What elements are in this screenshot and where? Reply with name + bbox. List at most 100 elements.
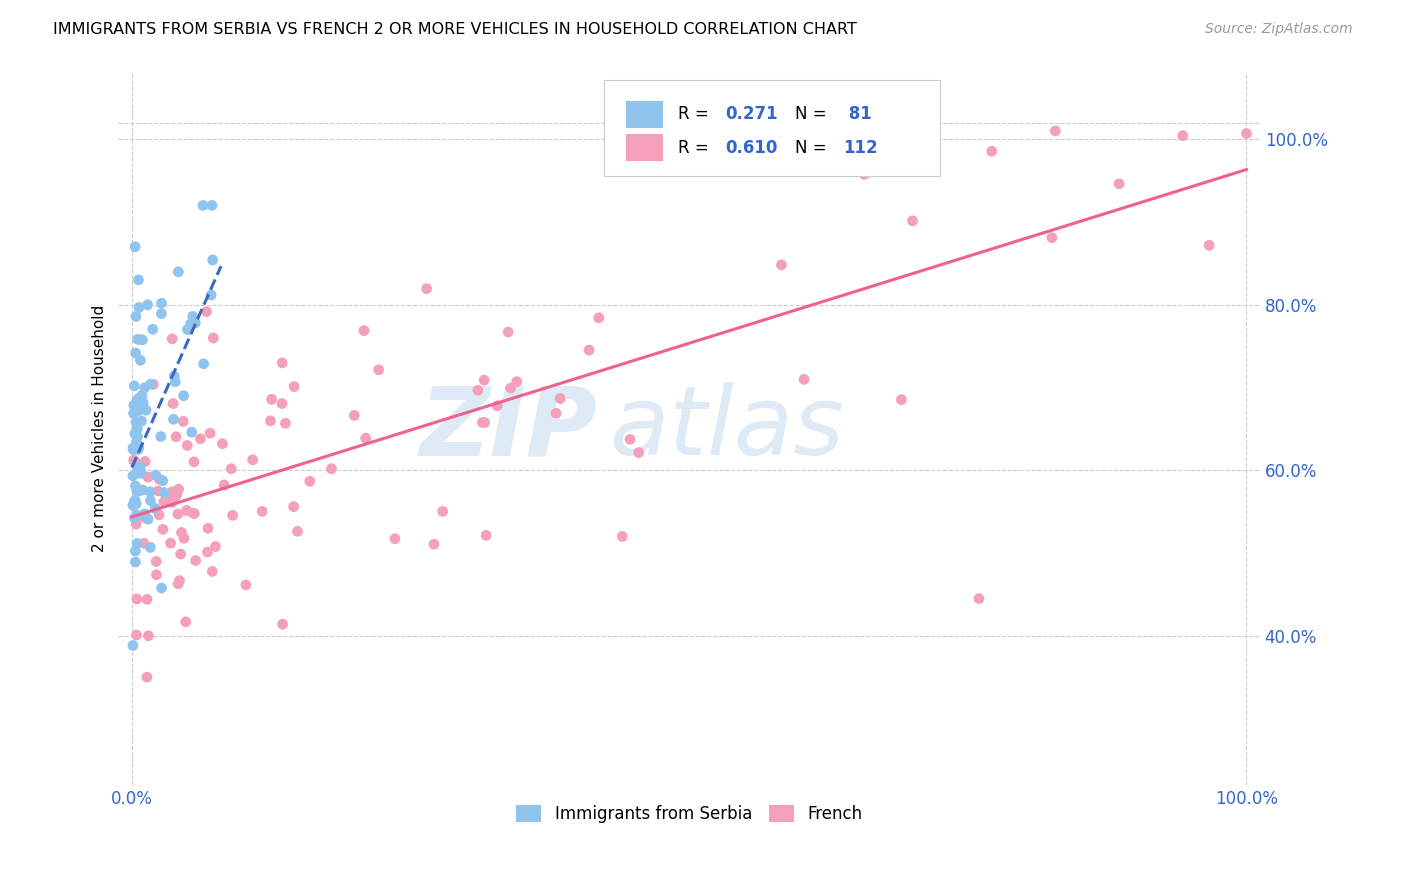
Point <box>343 409 366 423</box>
Point <box>128 391 150 405</box>
Text: R =: R = <box>678 139 714 157</box>
FancyBboxPatch shape <box>627 101 662 128</box>
Point <box>486 399 509 413</box>
Point <box>271 396 294 410</box>
Point <box>967 591 990 606</box>
Point <box>353 324 375 338</box>
Point <box>793 372 815 386</box>
Point <box>588 310 610 325</box>
Point <box>150 296 173 310</box>
Point <box>134 381 156 395</box>
Point <box>127 442 149 457</box>
Point <box>235 578 257 592</box>
Point <box>128 483 150 498</box>
Point <box>384 532 406 546</box>
Point <box>150 307 173 321</box>
Text: atlas: atlas <box>609 383 844 475</box>
Point <box>173 531 195 545</box>
Point <box>136 298 159 312</box>
Point <box>176 322 198 336</box>
Point <box>124 454 146 468</box>
Point <box>283 379 305 393</box>
Point <box>1040 230 1063 244</box>
Point <box>197 545 219 559</box>
Point <box>170 525 193 540</box>
Point <box>122 453 145 467</box>
Point <box>160 484 183 499</box>
Point <box>129 467 152 481</box>
Point <box>125 393 148 408</box>
Point <box>131 400 153 414</box>
Point <box>190 432 212 446</box>
Point <box>183 455 205 469</box>
Point <box>153 494 176 508</box>
Point <box>354 431 377 445</box>
Point <box>212 478 235 492</box>
Point <box>219 462 242 476</box>
Point <box>125 536 148 550</box>
Point <box>122 442 145 457</box>
Point <box>181 506 204 520</box>
Y-axis label: 2 or more Vehicles in Household: 2 or more Vehicles in Household <box>93 305 107 552</box>
Point <box>148 472 170 486</box>
Point <box>202 331 225 345</box>
Point <box>474 416 496 430</box>
Point <box>770 258 793 272</box>
Point <box>125 421 148 435</box>
Point <box>193 357 215 371</box>
Point <box>184 316 207 330</box>
Point <box>198 426 221 441</box>
Point <box>129 459 152 474</box>
Point <box>122 441 145 455</box>
Point <box>467 384 489 398</box>
Point <box>789 164 811 178</box>
Point <box>160 495 183 509</box>
Point <box>167 265 190 279</box>
Point <box>499 381 522 395</box>
Point <box>890 392 912 407</box>
Point <box>134 454 156 468</box>
Point <box>139 377 162 392</box>
Point <box>131 483 153 497</box>
Point <box>134 510 156 524</box>
Point <box>221 508 243 523</box>
Point <box>298 474 321 488</box>
Point <box>124 511 146 525</box>
Point <box>505 375 527 389</box>
Point <box>125 483 148 498</box>
Point <box>156 493 179 508</box>
Point <box>127 404 149 418</box>
Point <box>122 468 145 483</box>
Point <box>148 508 170 522</box>
Point <box>146 483 169 498</box>
Point <box>122 499 145 513</box>
Point <box>548 392 571 406</box>
Point <box>125 435 148 450</box>
Text: R =: R = <box>678 105 714 123</box>
Point <box>136 592 159 607</box>
Point <box>145 567 167 582</box>
Point <box>204 540 226 554</box>
Point <box>183 507 205 521</box>
Point <box>578 343 600 358</box>
Point <box>201 198 224 212</box>
Point <box>128 440 150 454</box>
Point <box>197 521 219 535</box>
Point <box>242 452 264 467</box>
Point <box>152 522 174 536</box>
Point <box>125 628 148 642</box>
Point <box>163 369 186 384</box>
Point <box>122 407 145 421</box>
Point <box>180 317 202 331</box>
Point <box>127 429 149 443</box>
Point <box>139 484 162 499</box>
Point <box>260 392 283 407</box>
Point <box>176 503 198 517</box>
Point <box>142 322 165 336</box>
Point <box>138 629 160 643</box>
Point <box>142 377 165 392</box>
FancyBboxPatch shape <box>603 80 941 177</box>
Point <box>131 389 153 403</box>
Text: 0.271: 0.271 <box>725 105 779 123</box>
Point <box>127 403 149 417</box>
